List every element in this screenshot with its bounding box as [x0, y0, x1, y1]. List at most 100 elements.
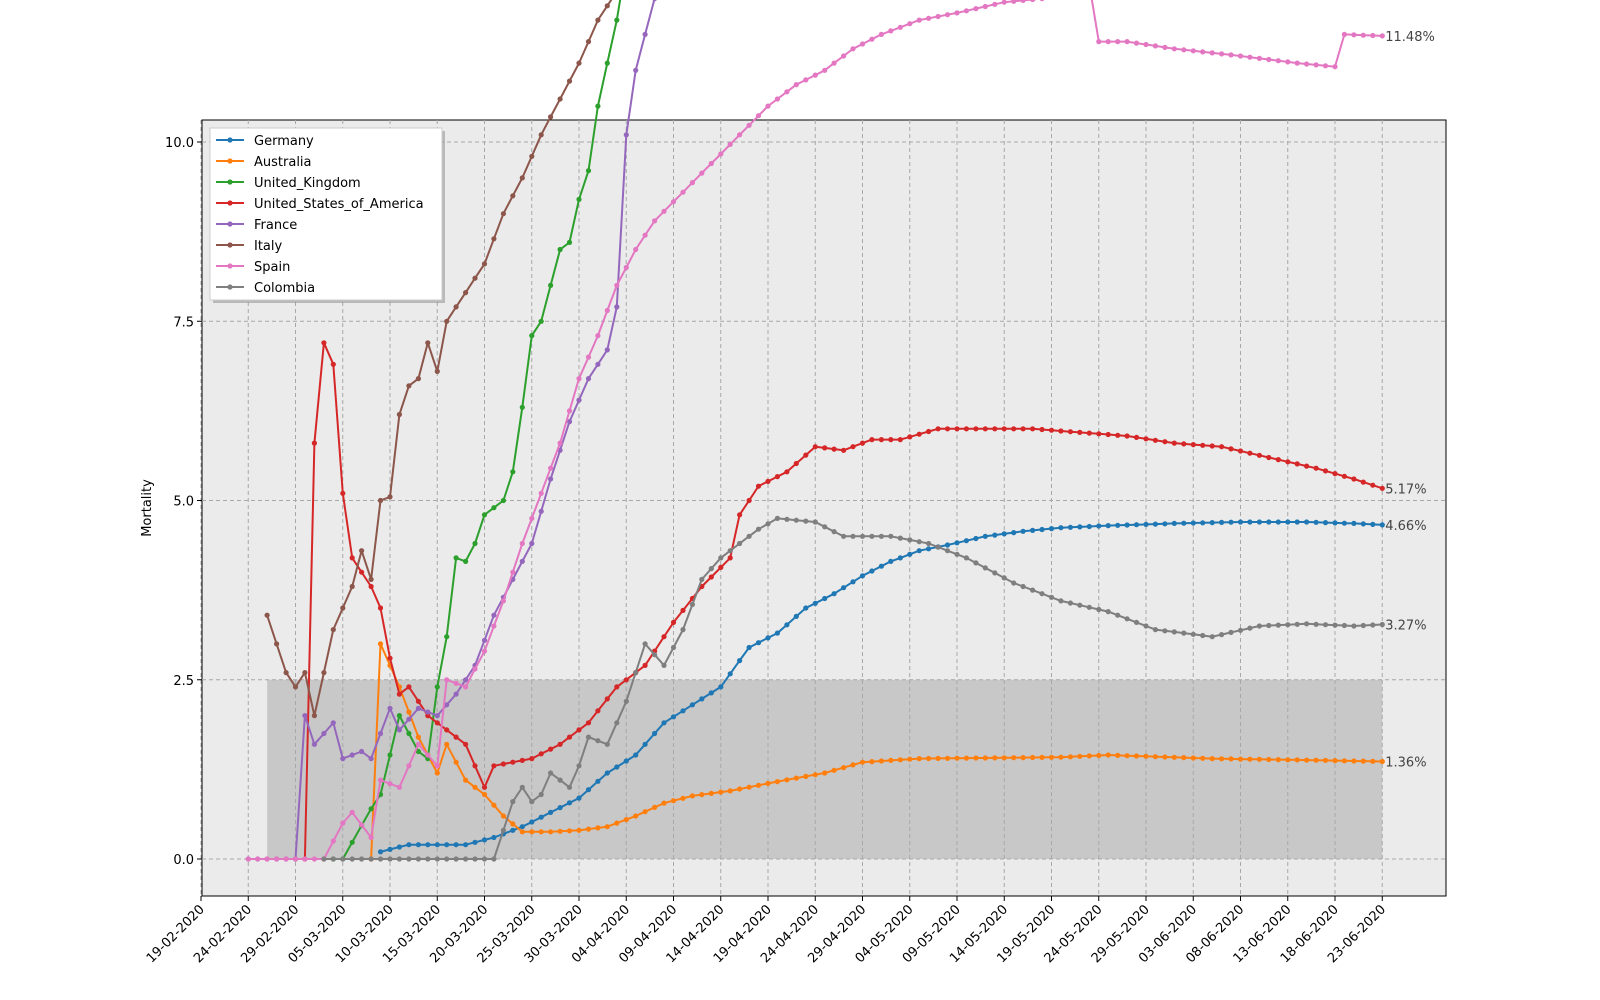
data-point — [1304, 463, 1310, 469]
data-point — [576, 795, 582, 801]
data-point — [1058, 525, 1064, 531]
data-point — [992, 755, 998, 761]
data-point — [841, 533, 847, 539]
data-point — [992, 532, 998, 538]
data-point — [330, 838, 336, 844]
data-point — [481, 261, 488, 267]
data-point — [595, 17, 601, 23]
data-point — [1351, 476, 1357, 482]
data-point — [1124, 39, 1130, 45]
data-point — [311, 713, 317, 719]
data-point — [595, 778, 601, 784]
data-point — [566, 828, 573, 834]
data-point — [500, 497, 506, 504]
data-point — [396, 784, 402, 790]
y-tick-label: 0.0 — [173, 853, 194, 868]
data-point — [784, 622, 790, 628]
data-point — [1067, 754, 1073, 760]
data-point — [1181, 755, 1187, 761]
data-point — [963, 426, 970, 432]
data-point — [718, 151, 724, 157]
data-point — [793, 517, 799, 523]
data-point — [434, 770, 440, 776]
data-point — [1341, 520, 1347, 526]
data-point — [822, 445, 828, 451]
x-axis-ticks: 19-02-202024-02-202029-02-202005-03-2020… — [144, 896, 1389, 966]
data-point — [935, 544, 941, 550]
data-point — [652, 0, 657, 2]
data-point — [359, 856, 365, 862]
data-point — [434, 368, 440, 374]
data-point — [1237, 448, 1244, 454]
data-point — [538, 508, 544, 514]
data-point — [1171, 440, 1177, 446]
y-tick-label: 5.0 — [173, 495, 194, 510]
data-point — [1332, 520, 1338, 526]
data-point — [491, 612, 497, 618]
data-point — [822, 67, 828, 73]
data-point — [1256, 55, 1262, 62]
data-point — [746, 784, 752, 790]
data-point — [510, 759, 516, 765]
data-point — [1209, 443, 1215, 449]
data-point — [614, 17, 620, 23]
data-point — [1115, 612, 1121, 618]
legend-label: Colombia — [254, 281, 315, 296]
data-point — [812, 772, 818, 778]
data-point — [463, 684, 469, 690]
data-point — [538, 751, 544, 757]
data-point — [907, 21, 913, 27]
data-point — [1200, 520, 1206, 526]
data-point — [415, 842, 421, 848]
data-point — [1266, 454, 1272, 461]
data-point — [396, 691, 402, 697]
data-point — [1360, 758, 1366, 764]
data-point — [784, 516, 790, 522]
data-point — [415, 856, 421, 862]
data-point — [831, 591, 837, 597]
data-point — [519, 175, 525, 181]
data-point — [1341, 758, 1347, 764]
data-point — [699, 576, 705, 583]
data-point — [1294, 519, 1300, 525]
data-point — [340, 490, 346, 496]
data-point — [1143, 623, 1149, 629]
data-point — [944, 12, 951, 18]
data-point — [481, 791, 488, 798]
data-point — [1266, 756, 1272, 763]
data-point — [633, 813, 639, 819]
data-point — [604, 741, 610, 747]
data-point — [481, 837, 488, 843]
data-point — [897, 24, 903, 30]
data-point — [377, 605, 384, 611]
data-point — [491, 834, 497, 841]
data-point — [1067, 600, 1073, 606]
data-point — [529, 515, 535, 522]
data-point — [1285, 622, 1291, 628]
data-point — [689, 793, 696, 799]
data-point — [623, 758, 629, 764]
data-point — [1020, 528, 1026, 534]
data-point — [1200, 755, 1206, 761]
data-point — [519, 404, 525, 410]
data-point — [406, 842, 412, 848]
data-point — [396, 727, 402, 733]
data-point — [1133, 434, 1140, 440]
data-point — [1086, 430, 1092, 436]
series-spain — [245, 0, 1385, 862]
data-point — [614, 720, 620, 726]
data-point — [245, 856, 251, 862]
data-point — [1275, 519, 1281, 525]
data-point — [1266, 56, 1272, 63]
data-point — [595, 361, 601, 367]
data-point — [330, 856, 336, 862]
data-point — [538, 132, 544, 138]
data-point — [746, 122, 752, 128]
data-point — [831, 446, 837, 452]
data-point — [1228, 629, 1234, 636]
data-point — [680, 607, 686, 614]
data-point — [1228, 52, 1234, 58]
data-point — [746, 533, 752, 539]
data-point — [926, 546, 932, 552]
data-point — [1011, 0, 1017, 4]
